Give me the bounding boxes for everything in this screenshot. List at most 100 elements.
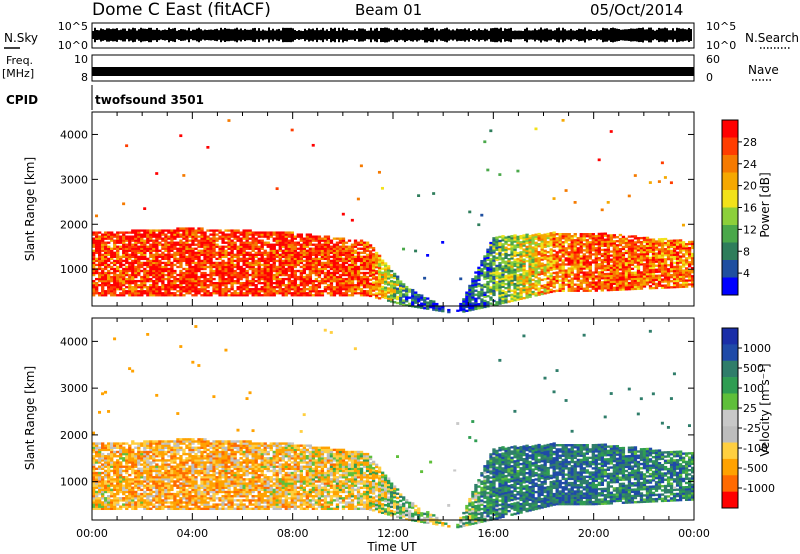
range-cell [110,251,114,254]
range-cell [233,231,237,234]
range-cell [245,261,249,265]
range-cell [134,281,138,285]
range-cell [501,283,505,286]
range-cell [522,272,526,276]
range-cell [489,266,493,269]
range-cell [642,271,647,274]
range-cell [396,277,400,280]
range-cell [672,261,677,265]
range-cell [263,275,267,279]
range-cell [206,249,210,252]
range-cell [269,263,273,267]
range-cell [95,214,99,218]
range-cell [251,283,255,287]
range-cell [534,233,538,236]
range-cell [104,275,108,279]
range-cell [200,267,204,271]
range-cell [203,275,207,279]
range-cell [377,287,382,290]
range-cell [299,288,303,291]
range-cell [507,268,511,271]
range-cell [483,275,487,278]
range-cell [651,248,656,251]
range-cell [374,266,379,269]
range-cell [618,256,623,259]
range-cell [170,235,174,238]
nsky-bar [148,27,150,43]
range-cell [651,264,656,268]
range-cell [534,251,538,255]
range-cell [272,275,276,279]
range-cell [293,292,297,295]
range-cell [173,286,177,289]
range-cell [254,231,258,234]
range-cell [176,233,180,236]
range-cell [534,237,538,240]
range-cell [230,251,234,254]
range-cell [350,277,355,281]
range-cell [236,263,240,267]
range-cell [170,275,174,279]
range-cell [552,231,556,234]
nsky-bar [598,30,600,40]
nsky-bar [568,30,570,40]
range-cell [555,267,559,270]
range-cell [170,231,174,234]
range-cell [119,259,123,263]
range-cell [393,284,397,288]
range-cell [489,260,493,263]
range-cell [155,249,159,252]
range-cell [257,277,261,281]
range-cell [317,239,322,242]
range-cell [254,263,258,267]
range-cell [218,288,222,291]
range-cell [125,286,129,289]
range-cell [645,283,650,286]
range-cell [92,269,96,273]
range-cell [254,267,258,271]
range-cell [263,271,267,275]
range-cell [359,259,364,263]
range-cell [335,275,340,279]
range-cell [672,245,677,248]
range-cell [347,275,352,279]
range-cell [585,241,589,244]
range-cell [537,257,541,260]
range-cell [495,266,499,270]
range-cell [188,273,192,277]
range-cell [414,293,418,296]
range-cell [92,283,96,287]
range-cell [558,265,562,268]
range-cell [266,237,270,240]
range-cell [233,245,237,248]
range-cell [188,283,192,287]
range-cell [281,233,285,236]
range-cell [221,255,225,259]
range-cell [179,247,183,250]
range-cell [224,288,228,291]
range-cell [179,241,183,244]
range-cell [230,255,234,259]
range-cell [573,235,577,238]
range-cell [209,279,213,283]
range-cell [218,269,222,273]
range-cell [215,281,219,285]
range-cell [540,248,544,251]
range-cell [621,247,626,251]
nsky-bar [240,28,242,42]
range-cell [507,294,511,297]
range-cell [350,247,355,250]
range-cell [501,253,505,256]
range-cell [206,273,210,277]
range-cell [690,275,695,278]
range-cell [624,288,629,291]
range-cell [263,269,267,273]
range-cell [197,249,201,252]
range-cell [320,271,325,275]
range-cell [164,286,168,289]
range-cell [621,270,626,273]
range-cell [648,244,653,247]
range-cell [230,286,234,289]
range-cell [152,292,156,295]
range-cell [633,174,637,177]
